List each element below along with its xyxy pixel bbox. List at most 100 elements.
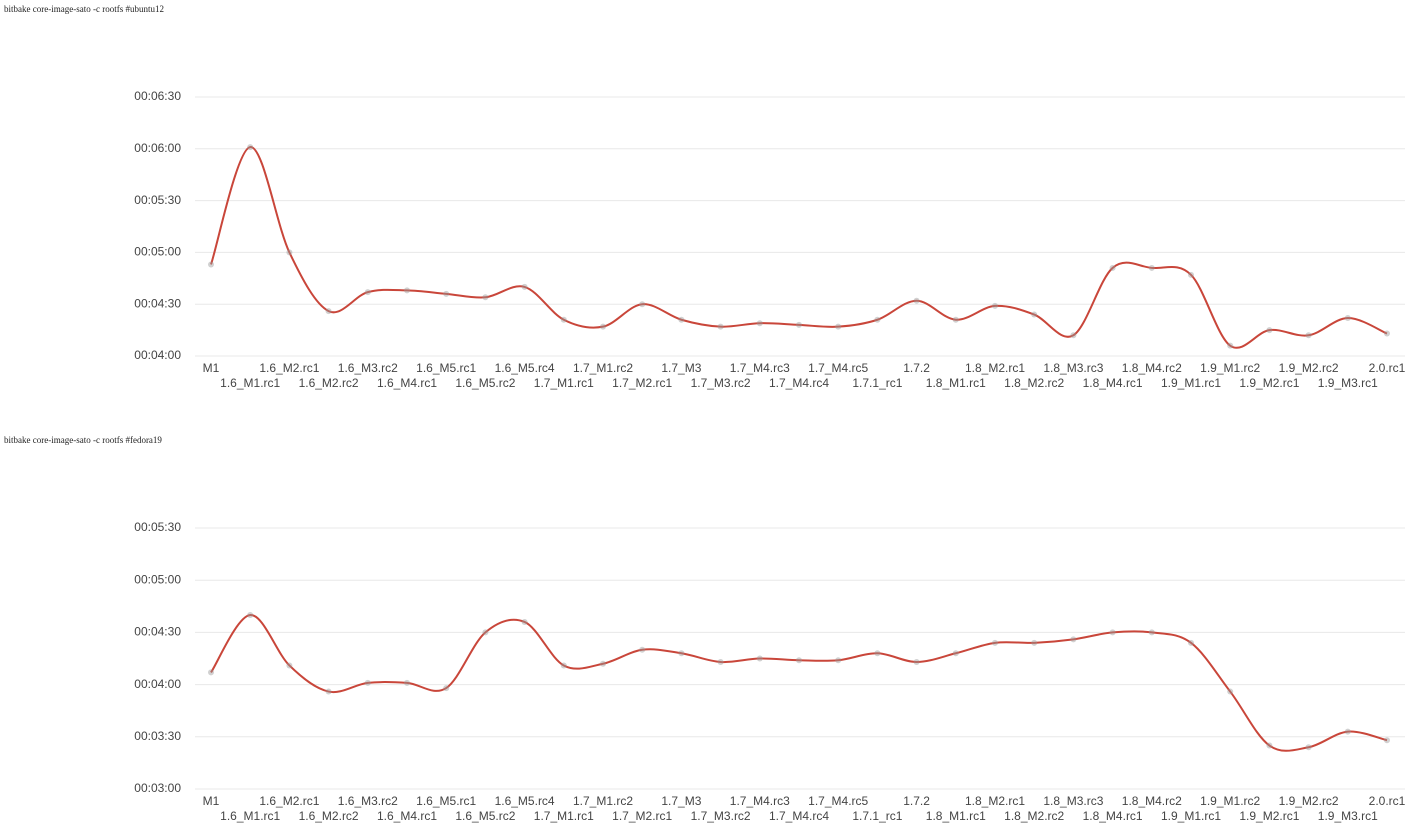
x-tick-label: 1.8_M2.rc1: [965, 794, 1025, 808]
data-point: [1266, 742, 1273, 749]
x-tick-label: 1.7_M1.rc2: [573, 361, 633, 375]
data-point: [717, 658, 724, 665]
y-tick-label: 00:04:30: [134, 296, 181, 310]
x-tick-label: 1.7.2: [903, 361, 930, 375]
y-tick-label: 00:03:00: [134, 781, 181, 795]
data-point: [1188, 639, 1194, 646]
y-tick-label: 00:05:30: [134, 520, 181, 534]
x-tick-label: 1.8_M1.rc1: [926, 809, 986, 823]
x-tick-label: 1.7_M3: [661, 794, 701, 808]
data-point: [600, 660, 606, 667]
x-tick-label: 1.6_M3.rc2: [338, 794, 398, 808]
data-point: [639, 646, 646, 653]
x-tick-label: 1.8_M2.rc2: [1004, 376, 1064, 390]
data-point: [325, 688, 332, 695]
x-tick-label: 1.6_M4.rc1: [377, 809, 437, 823]
x-tick-label: 1.7_M4.rc5: [808, 361, 868, 375]
x-tick-label: 1.8_M4.rc2: [1122, 794, 1182, 808]
data-point: [560, 662, 567, 669]
data-point: [952, 650, 959, 657]
x-tick-label: 1.8_M2.rc2: [1004, 809, 1064, 823]
x-tick-label: 1.6_M1.rc1: [220, 376, 280, 390]
x-tick-label: 2.0.rc1: [1369, 361, 1406, 375]
data-point: [1266, 327, 1273, 334]
x-tick-label: 1.7_M2.rc1: [612, 809, 672, 823]
data-point: [678, 316, 685, 323]
x-tick-label: 1.6_M4.rc1: [377, 376, 437, 390]
x-tick-label: 1.9_M1.rc1: [1161, 376, 1221, 390]
x-tick-label: 1.7_M4.rc4: [769, 809, 829, 823]
x-tick-label: 1.8_M4.rc1: [1083, 376, 1143, 390]
data-point: [1031, 311, 1038, 318]
data-point: [1305, 332, 1312, 339]
data-point: [874, 316, 881, 323]
data-point: [1305, 744, 1312, 751]
data-point: [717, 323, 724, 330]
x-tick-label: 1.7_M2.rc1: [612, 376, 672, 390]
x-tick-label: 1.9_M1.rc2: [1200, 361, 1260, 375]
x-tick-label: 1.9_M2.rc1: [1239, 376, 1299, 390]
data-point: [364, 289, 371, 296]
x-tick-label: 1.6_M5.rc1: [416, 361, 476, 375]
y-tick-label: 00:03:30: [134, 729, 181, 743]
x-tick-label: 1.9_M2.rc2: [1279, 361, 1339, 375]
x-tick-label: 1.7_M1.rc2: [573, 794, 633, 808]
y-tick-label: 00:06:00: [134, 141, 181, 155]
data-point: [952, 316, 959, 323]
data-point: [835, 657, 842, 664]
data-point: [286, 662, 293, 669]
x-tick-label: 1.6_M2.rc1: [259, 794, 319, 808]
data-point: [482, 629, 489, 636]
x-tick-label: 1.7_M3.rc2: [691, 809, 751, 823]
data-point: [913, 658, 920, 665]
x-tick-label: 1.7_M1.rc1: [534, 376, 594, 390]
trend-line: [210, 146, 1388, 349]
chart-title: bitbake core-image-sato -c rootfs #ubunt…: [4, 4, 164, 14]
data-point: [1344, 315, 1351, 322]
x-tick-label: 1.9_M3.rc1: [1318, 376, 1378, 390]
x-tick-label: 1.7_M1.rc1: [534, 809, 594, 823]
x-tick-label: 2.0.rc1: [1369, 794, 1406, 808]
x-tick-label: 1.8_M3.rc3: [1043, 794, 1103, 808]
x-tick-label: 1.6_M2.rc2: [299, 376, 359, 390]
data-point: [1070, 636, 1077, 643]
trend-line: [210, 614, 1388, 752]
x-tick-label: 1.8_M1.rc1: [926, 376, 986, 390]
x-tick-label: 1.7_M4.rc3: [730, 361, 790, 375]
x-tick-label: M1: [203, 794, 220, 808]
data-point: [1148, 264, 1155, 271]
data-point: [874, 650, 881, 657]
x-tick-label: 1.9_M1.rc2: [1200, 794, 1260, 808]
data-point: [1070, 332, 1077, 339]
x-tick-label: 1.6_M5.rc4: [495, 361, 555, 375]
x-tick-label: 1.7_M4.rc3: [730, 794, 790, 808]
x-tick-label: 1.6_M3.rc2: [338, 361, 398, 375]
data-point: [913, 297, 920, 304]
x-tick-label: M1: [203, 361, 220, 375]
x-tick-label: 1.6_M5.rc4: [495, 794, 555, 808]
x-tick-label: 1.7.1_rc1: [852, 809, 902, 823]
data-point: [992, 639, 998, 646]
data-point: [364, 679, 371, 686]
y-tick-label: 00:05:00: [134, 245, 181, 259]
x-tick-label: 1.9_M3.rc1: [1318, 809, 1378, 823]
data-point: [1188, 271, 1194, 278]
data-point: [756, 655, 763, 662]
data-point: [247, 144, 254, 151]
y-tick-label: 00:05:30: [134, 193, 181, 207]
data-point: [482, 294, 489, 301]
x-tick-label: 1.8_M3.rc3: [1043, 361, 1103, 375]
data-point: [756, 320, 763, 327]
data-point: [1384, 737, 1390, 744]
data-point: [286, 249, 293, 256]
data-point: [796, 657, 802, 664]
data-point: [835, 323, 842, 330]
x-tick-label: 1.9_M2.rc1: [1239, 809, 1299, 823]
data-point: [992, 302, 998, 309]
data-point: [1031, 639, 1038, 646]
data-point: [1227, 342, 1234, 349]
data-point: [208, 261, 214, 268]
x-tick-label: 1.9_M1.rc1: [1161, 809, 1221, 823]
data-point: [796, 321, 802, 328]
